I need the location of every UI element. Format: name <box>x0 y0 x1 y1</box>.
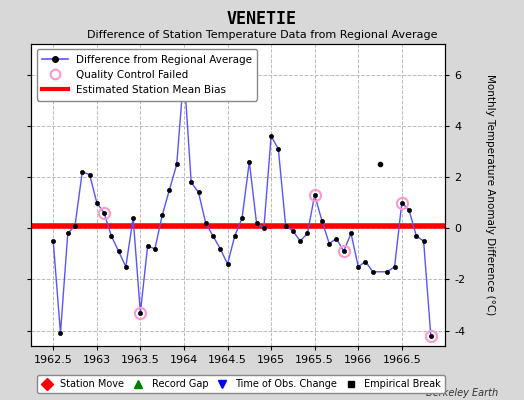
Text: Berkeley Earth: Berkeley Earth <box>425 388 498 398</box>
Legend: Station Move, Record Gap, Time of Obs. Change, Empirical Break: Station Move, Record Gap, Time of Obs. C… <box>37 375 445 393</box>
Legend: Difference from Regional Average, Quality Control Failed, Estimated Station Mean: Difference from Regional Average, Qualit… <box>37 49 257 100</box>
Text: VENETIE: VENETIE <box>227 10 297 28</box>
Text: Difference of Station Temperature Data from Regional Average: Difference of Station Temperature Data f… <box>87 30 437 40</box>
Y-axis label: Monthly Temperature Anomaly Difference (°C): Monthly Temperature Anomaly Difference (… <box>485 74 495 316</box>
